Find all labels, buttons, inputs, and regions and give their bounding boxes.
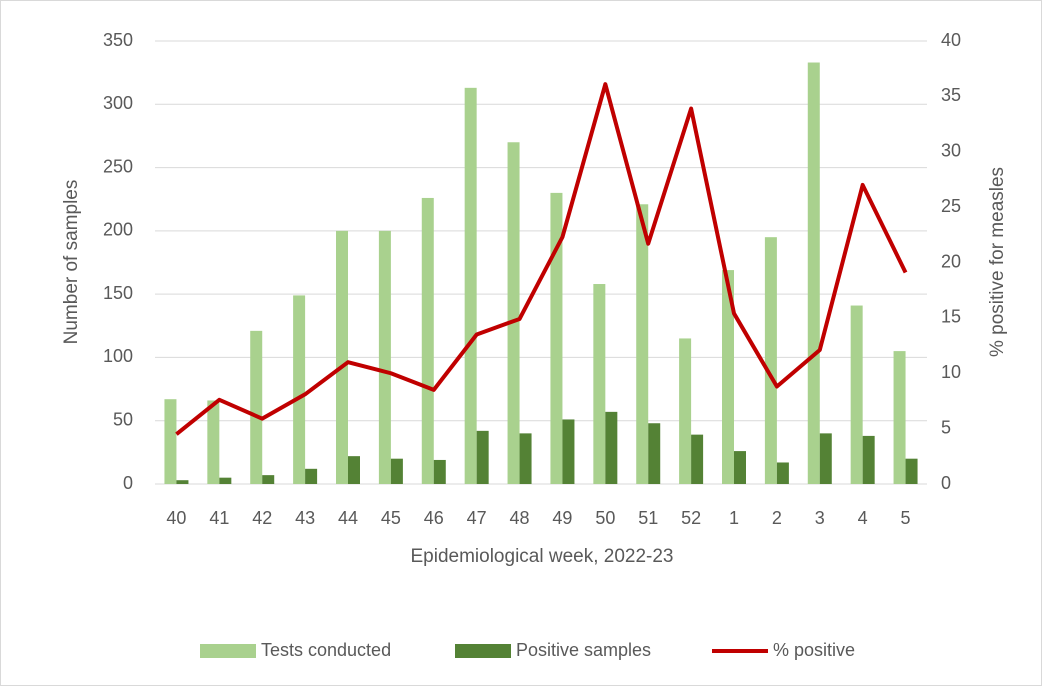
y2-tick-label: 25 [941, 196, 961, 216]
y-tick-label: 200 [103, 220, 133, 240]
x-tick-label: 5 [901, 508, 911, 528]
bar [378, 230, 391, 484]
bar [862, 435, 875, 484]
bar [807, 62, 820, 484]
bar [691, 434, 704, 484]
y-tick-label: 0 [123, 473, 133, 493]
y2-tick-label: 0 [941, 473, 951, 493]
x-tick-label: 3 [815, 508, 825, 528]
bar [390, 458, 403, 484]
bar [905, 458, 918, 484]
y2-tick-label: 5 [941, 417, 951, 437]
x-tick-label: 44 [338, 508, 358, 528]
y-tick-label: 50 [113, 409, 133, 429]
x-tick-label: 51 [638, 508, 658, 528]
line [175, 82, 908, 436]
bar [262, 475, 275, 484]
y2-tick-label: 20 [941, 251, 961, 271]
y2-tick-label: 35 [941, 85, 961, 105]
x-tick-label: 41 [209, 508, 229, 528]
bar [176, 480, 189, 484]
bar [819, 433, 832, 484]
x-tick-label: 42 [252, 508, 272, 528]
x-tick-label: 47 [467, 508, 487, 528]
x-tick-label: 2 [772, 508, 782, 528]
x-axis-title: Epidemiological week, 2022-23 [411, 546, 674, 567]
bar [722, 270, 734, 484]
y-tick-label: 350 [103, 30, 133, 50]
x-tick-label: 50 [595, 508, 615, 528]
bar [776, 462, 789, 484]
bar [507, 142, 520, 484]
bar [679, 338, 692, 484]
y2-tick-label: 30 [941, 141, 961, 161]
y-tick-label: 250 [103, 156, 133, 176]
bar [519, 433, 532, 484]
bar [348, 456, 360, 484]
bar [305, 468, 318, 484]
bar [593, 284, 606, 484]
y2-tick-label: 10 [941, 362, 961, 382]
legend-label: Positive samples [516, 640, 651, 660]
bar [336, 230, 348, 484]
x-tick-label: 45 [381, 508, 401, 528]
y-tick-label: 100 [103, 346, 133, 366]
bar [550, 192, 563, 484]
legend-label: Tests conducted [261, 640, 391, 660]
bar [636, 204, 649, 484]
bar [464, 87, 477, 485]
bar [421, 197, 434, 484]
bar [734, 451, 746, 484]
y2-tick-label: 15 [941, 307, 961, 327]
x-tick-label: 40 [166, 508, 186, 528]
y-axis-title: Number of samples [61, 180, 82, 345]
bar [893, 351, 906, 484]
bar [250, 330, 263, 484]
bar [605, 411, 618, 484]
bar [433, 459, 446, 484]
legend-label: % positive [773, 640, 855, 660]
x-tick-label: 43 [295, 508, 315, 528]
bar [219, 477, 232, 484]
bar [293, 295, 306, 484]
bar [207, 400, 220, 484]
y2-tick-label: 40 [941, 30, 961, 50]
y2-axis-title: % positive for measles [987, 167, 1008, 357]
x-tick-label: 52 [681, 508, 701, 528]
bar [164, 399, 177, 484]
x-tick-label: 1 [729, 508, 739, 528]
bar [562, 419, 575, 484]
x-tick-label: 46 [424, 508, 444, 528]
bar [648, 423, 661, 484]
x-tick-label: 48 [510, 508, 530, 528]
bar [850, 305, 863, 484]
y-tick-label: 300 [103, 93, 133, 113]
legend-swatch [200, 644, 256, 658]
legend-swatch [455, 644, 511, 658]
bar [476, 430, 489, 484]
y-tick-label: 150 [103, 283, 133, 303]
bar [764, 237, 777, 484]
x-tick-label: 49 [552, 508, 572, 528]
x-tick-label: 4 [858, 508, 868, 528]
